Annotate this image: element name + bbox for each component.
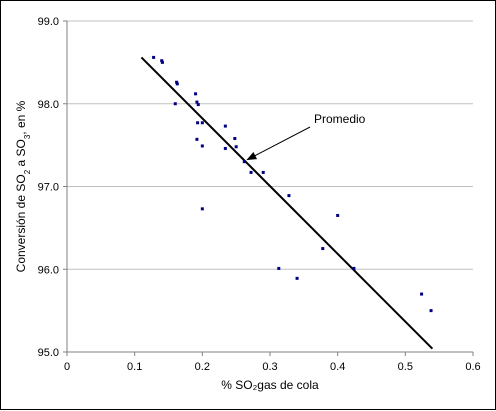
- x-axis-label: % SO₂gas de cola: [221, 378, 319, 392]
- data-point: [173, 102, 177, 106]
- data-point: [175, 80, 179, 84]
- y-tick-label: 96.0: [38, 264, 59, 276]
- x-tick-label: 0.1: [127, 361, 142, 373]
- gridlines: [67, 20, 473, 270]
- data-point: [295, 276, 299, 280]
- annotation-label: Promedio: [314, 112, 366, 126]
- data-point: [196, 121, 200, 125]
- data-point: [160, 59, 164, 63]
- x-tick-label: 0.5: [398, 361, 413, 373]
- y-tick-label: 97.0: [38, 182, 59, 194]
- y-axis-label-text: a SO: [14, 139, 28, 170]
- data-point: [287, 194, 291, 198]
- data-point: [223, 146, 227, 150]
- y-tick-label: 99.0: [38, 16, 59, 28]
- data-point: [261, 170, 265, 174]
- tick-labels: 0 0.1 0.2 0.3 0.4 0.5 0.6 95.0 96.0 97.0 98.0 99.0: [38, 16, 481, 373]
- y-axis-label-text: , en %: [14, 100, 28, 134]
- data-point: [175, 82, 179, 86]
- x-tick-label: 0.4: [330, 361, 345, 373]
- data-point: [321, 247, 325, 251]
- data-point: [223, 124, 227, 128]
- annotation-arrow: [246, 126, 311, 161]
- data-point: [194, 92, 198, 96]
- data-point: [336, 213, 340, 217]
- x-tick-label: 0.3: [262, 361, 277, 373]
- data-point: [234, 145, 238, 149]
- data-point: [200, 207, 204, 211]
- data-point: [352, 266, 356, 270]
- data-point: [195, 137, 199, 141]
- data-point: [242, 160, 246, 164]
- data-point: [429, 309, 433, 313]
- y-axis-label-subscript: 2: [23, 169, 32, 174]
- y-axis-label-text: Conversión de SO: [14, 174, 28, 272]
- data-points: [152, 55, 433, 313]
- trendline-layer: [140, 56, 434, 350]
- data-point: [420, 292, 424, 296]
- data-point: [152, 55, 156, 59]
- data-point: [233, 137, 237, 141]
- data-point: [200, 144, 204, 148]
- data-point: [277, 266, 281, 270]
- trendline: [140, 56, 434, 350]
- data-point: [195, 100, 199, 104]
- annotation-layer: Promedio: [246, 112, 366, 161]
- x-tick-label: 0.2: [195, 361, 210, 373]
- y-axis-label-subscript: 3: [23, 134, 32, 139]
- data-point: [160, 60, 164, 64]
- data-point: [196, 103, 200, 107]
- data-point: [249, 170, 253, 174]
- y-tick-label: 98.0: [38, 99, 59, 111]
- y-axis-label: Conversión de SO2 a SO3, en %: [14, 100, 32, 272]
- y-tick-label: 95.0: [38, 347, 59, 359]
- x-tick-label: 0.6: [465, 361, 480, 373]
- x-tick-label: 0: [64, 361, 70, 373]
- data-point: [200, 121, 204, 125]
